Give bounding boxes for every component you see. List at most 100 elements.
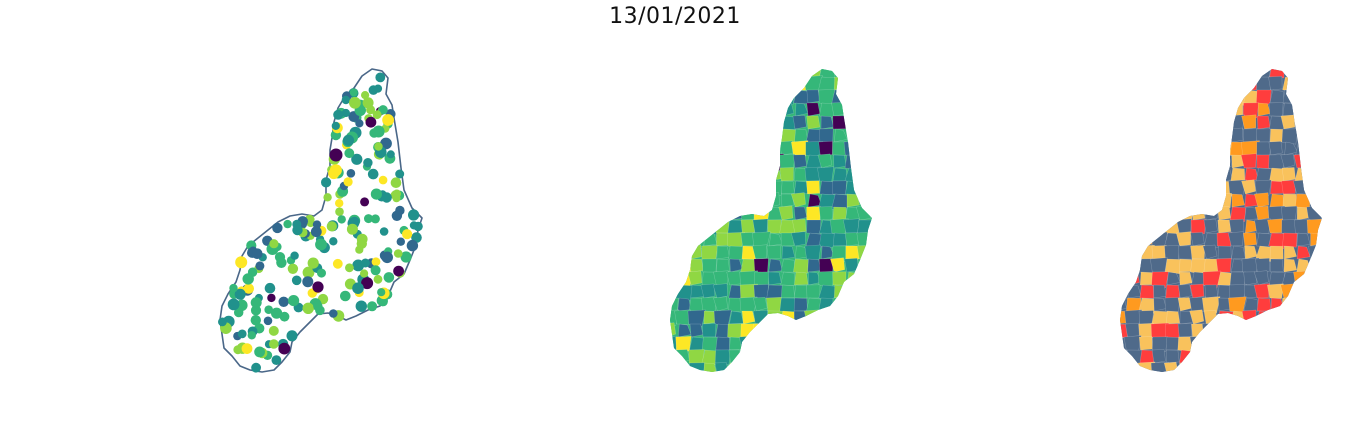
municipality-point [250, 297, 262, 309]
municipality-region [832, 206, 847, 221]
municipality-region [1253, 283, 1270, 299]
municipality-region [806, 206, 822, 222]
municipality-region [1217, 206, 1231, 221]
municipality-region [766, 180, 783, 196]
choropleth-panel [670, 69, 872, 372]
municipality-point [355, 119, 364, 128]
municipality-point [341, 95, 351, 105]
municipality-point [276, 257, 287, 268]
municipality-region [768, 271, 782, 286]
municipality-point [355, 300, 367, 312]
municipality-region [846, 193, 860, 208]
municipality-region [817, 166, 834, 182]
municipality-region [857, 258, 872, 273]
municipality-region [793, 180, 809, 195]
municipality-region [844, 154, 862, 171]
municipality-region [790, 231, 806, 247]
municipality-region [1179, 349, 1194, 364]
municipality-region [806, 297, 822, 313]
municipality-region [793, 284, 809, 299]
municipality-region [1204, 206, 1219, 221]
municipality-region [1229, 218, 1244, 234]
municipality-region [818, 141, 833, 156]
municipality-point [362, 97, 374, 109]
municipality-region [780, 193, 795, 208]
municipality-region [780, 284, 795, 299]
municipality-region [753, 322, 771, 340]
municipality-region [1177, 284, 1192, 299]
municipality-point [396, 237, 405, 246]
municipality-region [1139, 284, 1155, 299]
municipality-region [728, 362, 744, 372]
municipality-point [370, 265, 381, 276]
municipality-point [312, 220, 322, 229]
municipality-region [792, 115, 807, 130]
municipality-point [333, 109, 344, 120]
municipality-region [700, 283, 716, 299]
municipality-point [271, 355, 282, 365]
municipality-region [1254, 218, 1271, 234]
municipality-point [267, 293, 276, 303]
municipality-region [1241, 114, 1256, 130]
municipality-region [1165, 284, 1180, 299]
municipality-region [1256, 154, 1271, 169]
municipality-region [805, 232, 823, 249]
municipality-region [1204, 284, 1219, 299]
municipality-region [689, 323, 704, 338]
municipality-region [1241, 309, 1257, 325]
municipality-region [767, 167, 782, 182]
municipality-point [323, 193, 332, 202]
municipality-point [250, 315, 261, 326]
municipality-region [1282, 232, 1298, 248]
municipality-region [832, 180, 847, 195]
municipality-region [1191, 206, 1206, 221]
municipality-point [364, 214, 373, 224]
municipality-region [752, 218, 769, 234]
municipality-region [1310, 232, 1322, 247]
municipality-region [819, 180, 835, 195]
municipality-point [331, 121, 340, 130]
municipality-region [1295, 193, 1311, 209]
municipality-region [1306, 218, 1322, 236]
municipality-region [793, 89, 809, 105]
municipality-point [349, 96, 361, 109]
municipality-point [386, 150, 395, 159]
municipality-region [1295, 141, 1311, 156]
municipality-region [1138, 323, 1155, 339]
municipality-region [793, 154, 807, 169]
municipality-region [1120, 283, 1129, 300]
municipality-region [806, 284, 821, 299]
municipality-region [779, 154, 796, 170]
municipality-point [392, 189, 401, 198]
municipality-region [1296, 232, 1311, 247]
municipality-region [790, 192, 806, 208]
municipality-region [1166, 310, 1180, 325]
municipality-point [378, 175, 388, 185]
municipality-region [677, 297, 692, 312]
municipality-region [1282, 193, 1297, 208]
municipality-point [373, 274, 383, 284]
municipality-point [307, 257, 319, 269]
municipality-point [269, 239, 279, 249]
category-map-panel [1120, 69, 1322, 372]
municipality-point [229, 283, 238, 293]
municipality-region [766, 296, 782, 312]
municipality-region [1176, 218, 1192, 234]
municipality-point [367, 301, 378, 312]
municipality-region [1138, 336, 1153, 351]
municipality-region [793, 297, 808, 312]
municipality-point [302, 266, 315, 279]
municipality-region [1268, 102, 1284, 117]
municipality-region [689, 336, 705, 352]
municipality-region [1281, 205, 1298, 222]
municipality-point [235, 256, 248, 269]
municipality-region [856, 244, 872, 260]
municipality-region [818, 232, 835, 248]
municipality-region [832, 232, 847, 247]
municipality-region [739, 205, 756, 221]
municipality-region [1282, 102, 1297, 117]
municipality-region [1269, 128, 1284, 143]
municipality-region [780, 271, 796, 286]
municipality-point [250, 305, 262, 316]
municipality-region [791, 140, 809, 157]
